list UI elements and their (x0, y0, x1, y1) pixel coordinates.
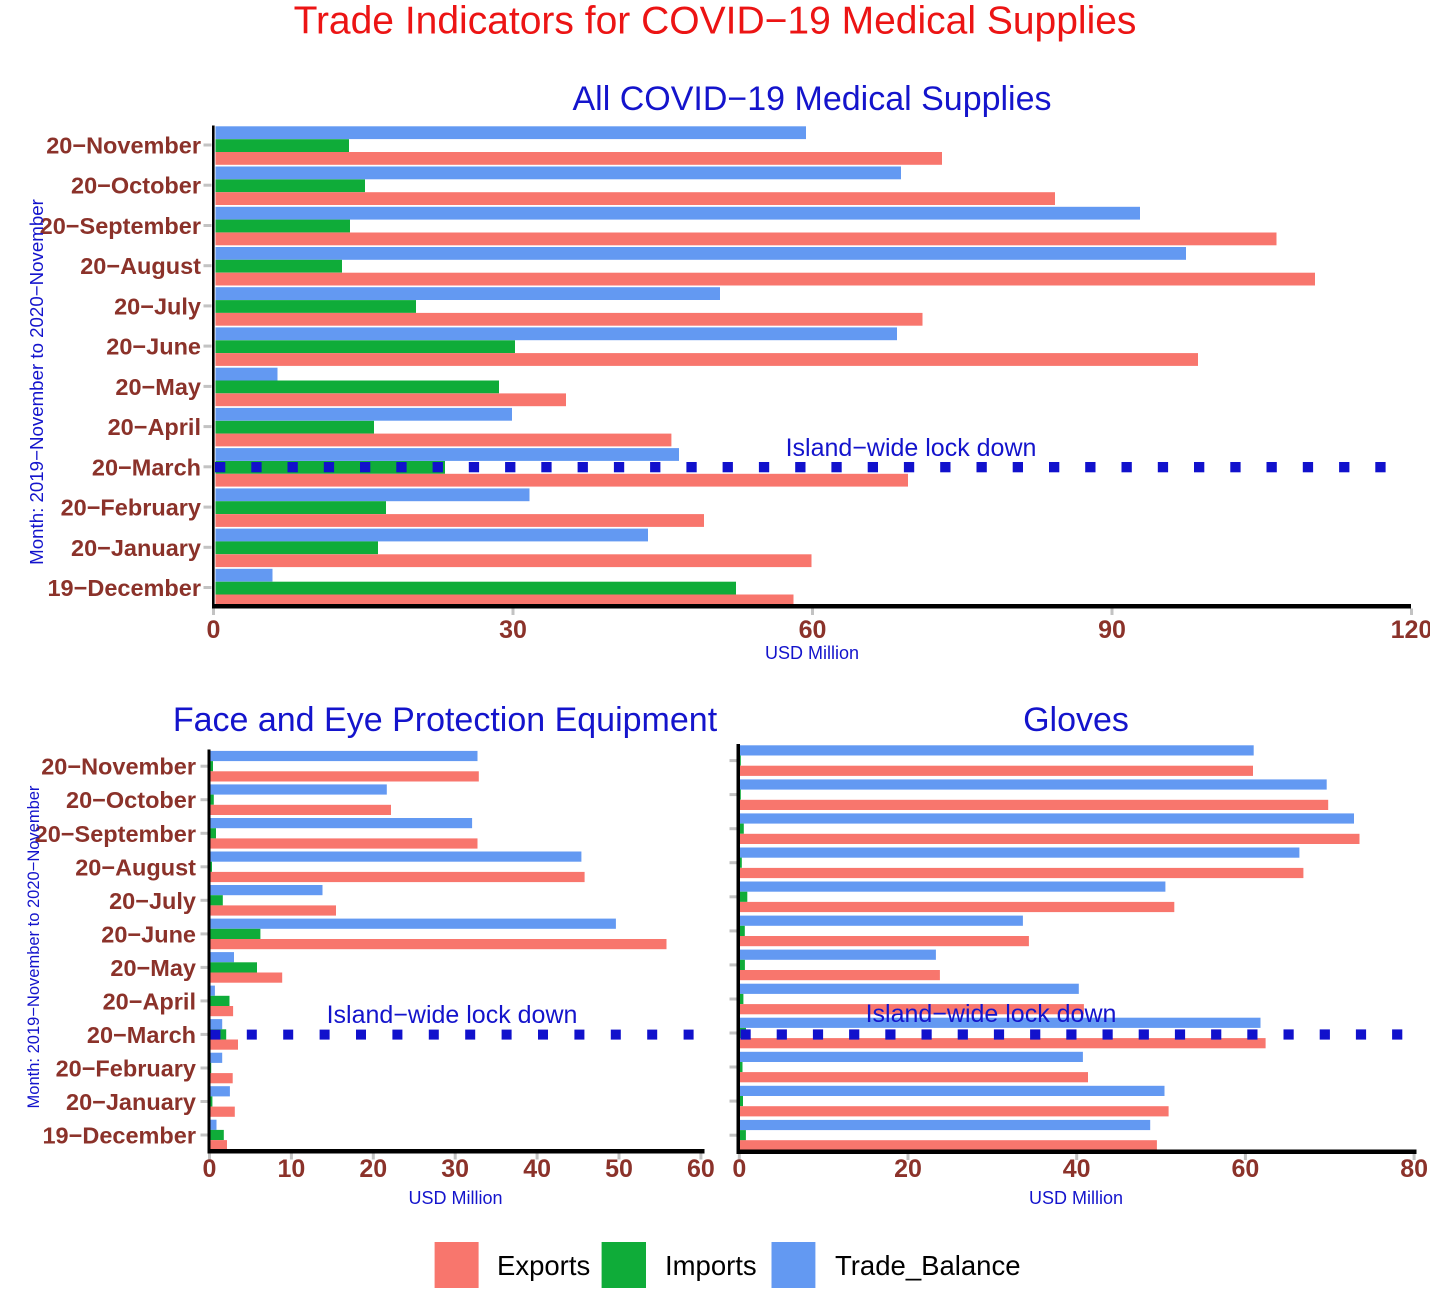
svg-text:20−September: 20−September (40, 213, 201, 239)
svg-text:Month: 2019−November to 2020−N: Month: 2019−November to 2020−November (26, 199, 47, 565)
svg-text:20−August: 20−August (75, 854, 196, 880)
svg-text:20−July: 20−July (114, 293, 201, 319)
svg-text:20−January: 20−January (71, 535, 201, 561)
svg-text:20−November: 20−November (41, 754, 196, 780)
svg-text:60: 60 (687, 1155, 715, 1183)
svg-text:40: 40 (1063, 1155, 1091, 1183)
svg-text:Month: 2019−November to 2020−N: Month: 2019−November to 2020−November (25, 785, 43, 1108)
svg-text:10: 10 (277, 1155, 305, 1183)
svg-text:20−July: 20−July (109, 888, 196, 914)
svg-text:120: 120 (1391, 616, 1430, 644)
svg-text:20−January: 20−January (66, 1089, 196, 1115)
svg-text:0: 0 (203, 1155, 217, 1183)
svg-text:20−October: 20−October (66, 787, 196, 813)
svg-text:90: 90 (1098, 616, 1126, 644)
svg-text:50: 50 (605, 1155, 633, 1183)
svg-text:30: 30 (499, 616, 527, 644)
svg-text:20−October: 20−October (71, 173, 201, 199)
svg-text:20−November: 20−November (46, 133, 201, 159)
svg-text:USD Million: USD Million (765, 643, 859, 663)
svg-text:USD Million: USD Million (1029, 1188, 1123, 1208)
svg-text:20−August: 20−August (80, 253, 201, 279)
svg-text:60: 60 (1231, 1155, 1259, 1183)
svg-text:Island−wide lock down: Island−wide lock down (327, 1001, 578, 1029)
svg-text:Exports: Exports (497, 1250, 590, 1281)
svg-text:Island−wide lock down: Island−wide lock down (866, 1000, 1117, 1028)
svg-text:20−February: 20−February (61, 495, 201, 521)
svg-text:20: 20 (359, 1155, 387, 1183)
svg-text:All COVID−19 Medical Supplies: All COVID−19 Medical Supplies (572, 80, 1051, 118)
svg-text:60: 60 (799, 616, 827, 644)
svg-text:Island−wide lock down: Island−wide lock down (786, 434, 1037, 462)
svg-text:Imports: Imports (665, 1250, 757, 1281)
svg-text:20−September: 20−September (35, 821, 196, 847)
svg-text:USD Million: USD Million (408, 1188, 502, 1208)
svg-text:20−June: 20−June (106, 334, 201, 360)
svg-text:30: 30 (441, 1155, 469, 1183)
svg-text:Face and Eye Protection Equipm: Face and Eye Protection Equipment (173, 701, 718, 739)
svg-text:80: 80 (1400, 1155, 1428, 1183)
svg-text:19−December: 19−December (42, 1123, 196, 1149)
svg-text:Trade Indicators for COVID−19: Trade Indicators for COVID−19 Medical Su… (294, 0, 1137, 43)
svg-text:19−December: 19−December (47, 575, 201, 601)
svg-text:20−February: 20−February (56, 1056, 196, 1082)
svg-text:20−March: 20−March (87, 1022, 196, 1048)
svg-text:0: 0 (207, 616, 221, 644)
svg-text:20−April: 20−April (103, 988, 196, 1014)
svg-text:Trade_Balance: Trade_Balance (835, 1250, 1021, 1281)
svg-text:20−April: 20−April (108, 414, 201, 440)
svg-text:20−May: 20−May (110, 955, 196, 981)
svg-text:0: 0 (732, 1155, 746, 1183)
svg-text:Gloves: Gloves (1023, 701, 1129, 739)
svg-text:20−May: 20−May (115, 374, 201, 400)
svg-text:20−March: 20−March (92, 454, 201, 480)
svg-text:20−June: 20−June (101, 921, 196, 947)
svg-text:20: 20 (894, 1155, 922, 1183)
svg-text:40: 40 (523, 1155, 551, 1183)
